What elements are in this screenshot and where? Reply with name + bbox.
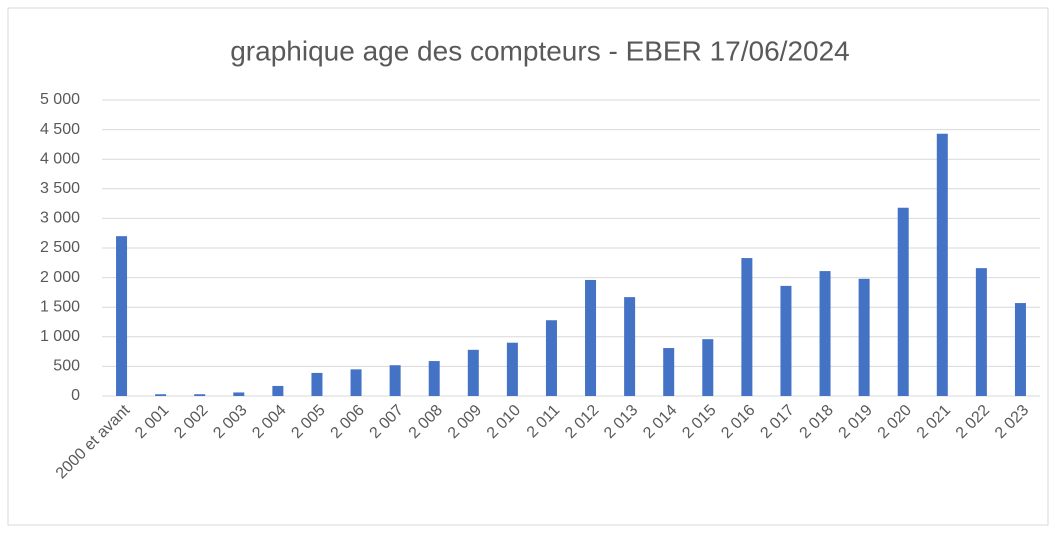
bar <box>741 258 753 396</box>
bar <box>389 365 401 396</box>
y-tick-label: 3 500 <box>40 180 80 197</box>
bar <box>311 372 323 396</box>
bar <box>780 285 792 396</box>
bar <box>116 236 128 396</box>
bar <box>819 271 831 396</box>
chart-title: graphique age des compteurs - EBER 17/06… <box>230 35 850 66</box>
bar <box>350 369 362 396</box>
bar <box>428 361 440 396</box>
bar <box>194 394 206 396</box>
y-tick-label: 4 500 <box>40 121 80 138</box>
bar <box>702 339 714 396</box>
bar <box>663 348 675 396</box>
y-tick-label: 1 500 <box>40 298 80 315</box>
y-tick-label: 2 500 <box>40 239 80 256</box>
bar <box>585 279 597 396</box>
bar <box>506 342 518 396</box>
bar <box>1014 303 1026 396</box>
y-tick-label: 3 000 <box>40 210 80 227</box>
y-tick-label: 2 000 <box>40 269 80 286</box>
bar <box>897 207 909 396</box>
bar <box>233 392 245 396</box>
y-tick-label: 4 000 <box>40 150 80 167</box>
bar <box>975 268 987 396</box>
bar <box>858 278 870 396</box>
bar <box>467 349 479 396</box>
bar <box>155 394 167 396</box>
y-tick-label: 1 000 <box>40 328 80 345</box>
chart-frame <box>7 7 1049 526</box>
bar <box>545 320 557 396</box>
y-tick-label: 5 000 <box>40 91 80 108</box>
bar <box>624 297 636 396</box>
bar <box>936 133 948 396</box>
y-tick-label: 500 <box>53 358 80 375</box>
y-tick-label: 0 <box>71 387 80 404</box>
bar <box>272 385 284 396</box>
